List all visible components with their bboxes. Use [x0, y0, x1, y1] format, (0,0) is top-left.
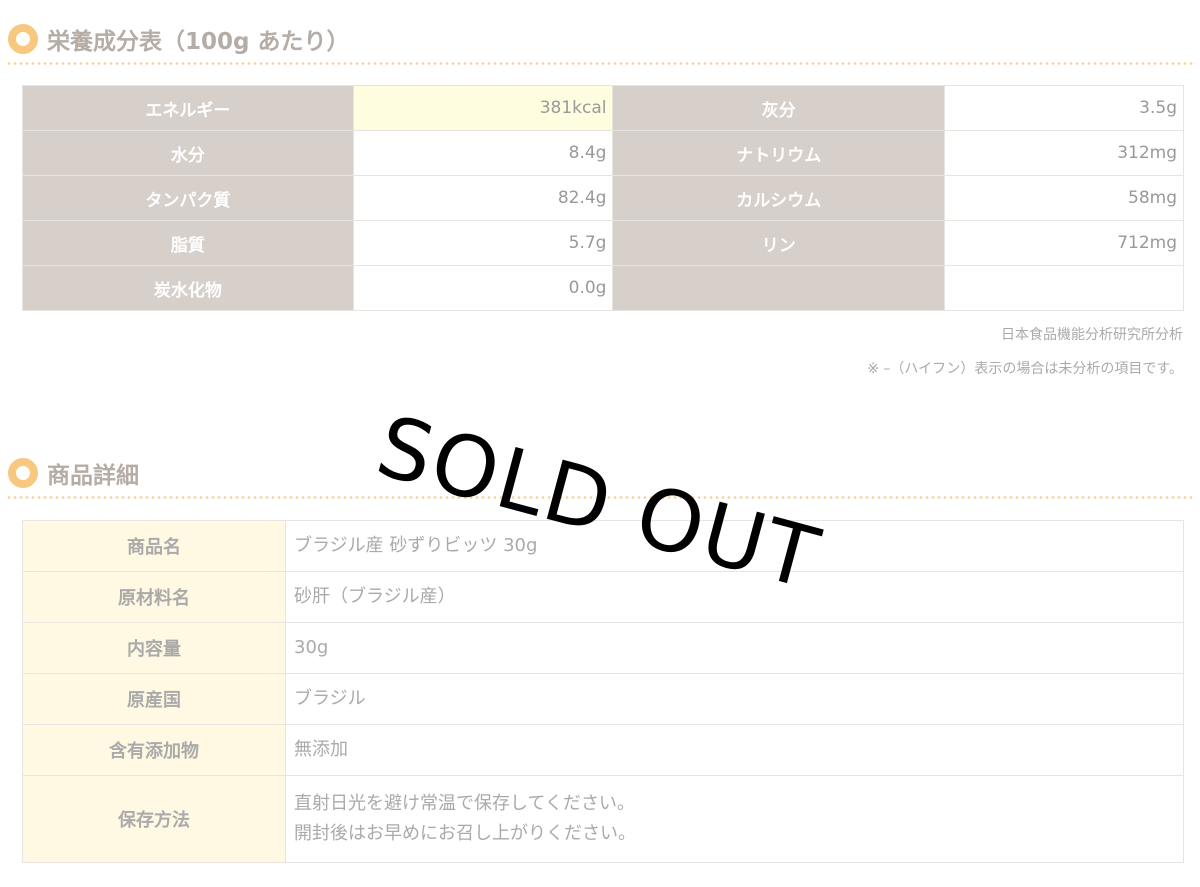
nutrition-table: エネルギー 381kcal 灰分 3.5g 水分 8.4g ナトリウム 312mg タンパク… [22, 85, 1184, 311]
table-row: 原材料名 砂肝（ブラジル産） [22, 571, 1184, 623]
details-header: 商品詳細 [8, 456, 139, 490]
detail-label: 商品名 [22, 520, 286, 572]
detail-value: 30g [285, 622, 1184, 674]
table-row: 脂質 5.7g リン 712mg [22, 220, 1184, 266]
nutrient-value: 58mg [944, 175, 1184, 221]
storage-line-2: 開封後はお早めにお召し上がりください。 [294, 823, 636, 844]
table-row: エネルギー 381kcal 灰分 3.5g [22, 85, 1184, 131]
nutrient-label: 脂質 [22, 220, 354, 266]
dotted-divider [6, 496, 1196, 499]
detail-value: 直射日光を避け常温で保存してください。 開封後はお早めにお召し上がりください。 [285, 775, 1184, 863]
table-row: 内容量 30g [22, 622, 1184, 674]
details-table: 商品名 ブラジル産 砂ずりビッツ 30g 原材料名 砂肝（ブラジル産） 内容量 30g… [22, 520, 1184, 863]
detail-label: 原産国 [22, 673, 286, 725]
nutrient-value: 381kcal [352, 85, 614, 131]
nutrient-label: 炭水化物 [22, 265, 354, 311]
nutrient-value [944, 265, 1184, 311]
table-row: 保存方法 直射日光を避け常温で保存してください。 開封後はお早めにお召し上がりくださ… [22, 775, 1184, 863]
analysis-source: 日本食品機能分析研究所分析 [1001, 327, 1183, 343]
detail-label: 保存方法 [22, 775, 286, 863]
nutrient-label: 灰分 [612, 85, 946, 131]
detail-label: 含有添加物 [22, 724, 286, 776]
circle-bullet-icon [8, 24, 38, 54]
nutrient-value: 712mg [944, 220, 1184, 266]
nutrient-value: 8.4g [352, 130, 614, 176]
nutrient-value: 312mg [944, 130, 1184, 176]
table-row: 含有添加物 無添加 [22, 724, 1184, 776]
nutrient-value: 82.4g [352, 175, 614, 221]
nutrient-label [612, 265, 946, 311]
table-row: 水分 8.4g ナトリウム 312mg [22, 130, 1184, 176]
details-title: 商品詳細 [47, 463, 139, 489]
nutrition-header: 栄養成分表（100g あたり） [8, 22, 349, 56]
nutrient-value: 5.7g [352, 220, 614, 266]
nutrient-label: エネルギー [22, 85, 354, 131]
detail-label: 内容量 [22, 622, 286, 674]
storage-line-1: 直射日光を避け常温で保存してください。 [294, 793, 635, 814]
dotted-divider [6, 62, 1196, 65]
detail-label: 原材料名 [22, 571, 286, 623]
nutrient-value: 0.0g [352, 265, 614, 311]
nutrient-label: ナトリウム [612, 130, 946, 176]
nutrient-value: 3.5g [944, 85, 1184, 131]
detail-value: 無添加 [285, 724, 1184, 776]
table-row: タンパク質 82.4g カルシウム 58mg [22, 175, 1184, 221]
nutrition-title: 栄養成分表（100g あたり） [47, 29, 350, 55]
nutrient-label: タンパク質 [22, 175, 354, 221]
nutrient-label: カルシウム [612, 175, 946, 221]
nutrient-label: リン [612, 220, 946, 266]
detail-value: ブラジル [285, 673, 1184, 725]
table-row: 炭水化物 0.0g [22, 265, 1184, 311]
table-row: 原産国 ブラジル [22, 673, 1184, 725]
circle-bullet-icon [8, 458, 38, 488]
nutrient-label: 水分 [22, 130, 354, 176]
footnote: ※ –（ハイフン）表示の場合は未分析の項目です。 [867, 361, 1183, 377]
